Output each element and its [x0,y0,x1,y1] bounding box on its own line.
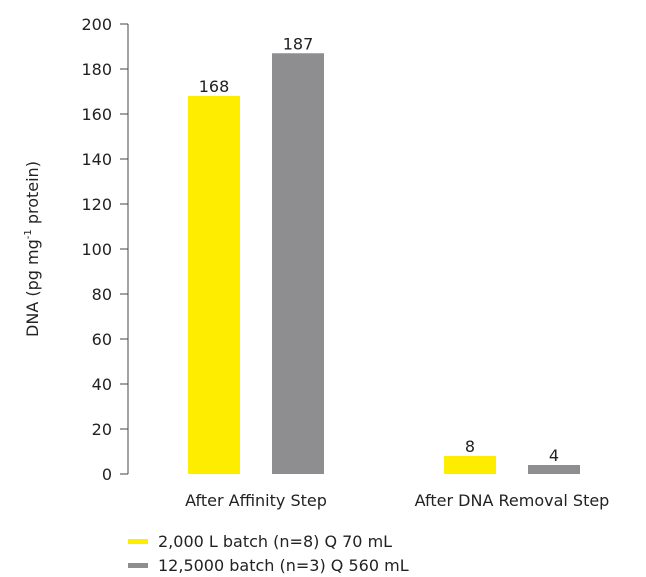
legend: 2,000 L batch (n=8) Q 70 mL 12,5000 batc… [128,529,409,577]
bar [528,465,580,474]
legend-item-series-1: 2,000 L batch (n=8) Q 70 mL [128,529,409,553]
bar-value-label: 8 [465,437,475,456]
y-tick-label: 140 [81,150,112,169]
bar-value-label: 4 [549,446,559,465]
bar-value-label: 187 [283,34,314,53]
category-labels: After Affinity Step After DNA Removal Ste… [185,491,609,510]
y-axis-ticks: 0 20 40 60 80 100 120 140 160 180 200 [81,15,128,484]
bar [444,456,496,474]
y-tick-label: 200 [81,15,112,34]
y-tick-label: 180 [81,60,112,79]
category-label: After DNA Removal Step [415,491,610,510]
category-label: After Affinity Step [185,491,327,510]
y-axis-title: DNA (pg mg-1 protein) [23,161,42,337]
y-tick-label: 80 [92,285,112,304]
y-tick-label: 120 [81,195,112,214]
y-tick-label: 160 [81,105,112,124]
bars [188,53,580,474]
y-tick-label: 40 [92,375,112,394]
bar [272,53,324,474]
legend-label-series-1: 2,000 L batch (n=8) Q 70 mL [158,531,393,551]
legend-swatch-yellow [128,538,148,544]
y-axis-title-suffix: protein) [23,161,42,229]
data-labels: 168 187 8 4 [199,34,559,465]
legend-item-series-2: 12,5000 batch (n=3) Q 560 mL [128,553,409,577]
y-tick-label: 0 [102,465,112,484]
y-axis-title-main: DNA (pg mg [23,239,42,337]
y-axis-title-superscript: -1 [23,229,34,239]
bar-chart: 0 20 40 60 80 100 120 140 160 180 200 168 187 8 4 Aft… [23,15,609,510]
legend-swatch-gray [128,562,148,568]
bar-value-label: 168 [199,77,230,96]
legend-label-series-2: 12,5000 batch (n=3) Q 560 mL [158,555,409,575]
y-tick-label: 20 [92,420,112,439]
y-tick-label: 100 [81,240,112,259]
y-tick-label: 60 [92,330,112,349]
bar [188,96,240,474]
